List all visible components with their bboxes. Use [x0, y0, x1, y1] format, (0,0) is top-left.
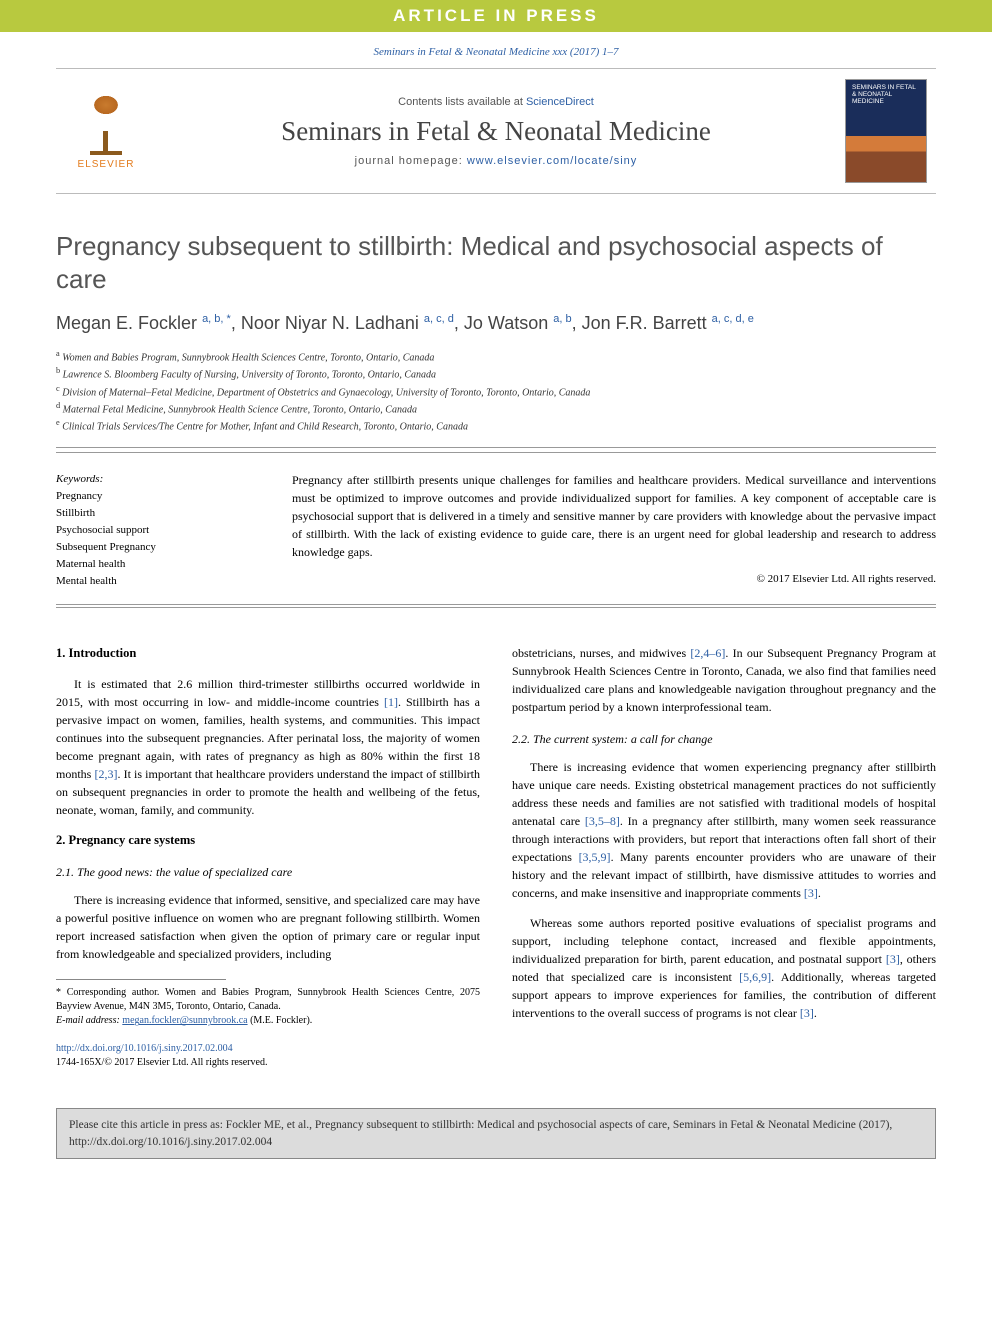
abstract-row: Keywords: PregnancyStillbirthPsychosocia… — [56, 453, 936, 605]
homepage-line: journal homepage: www.elsevier.com/locat… — [156, 155, 836, 167]
corr-email-link[interactable]: megan.fockler@sunnybrook.ca — [122, 1015, 247, 1026]
keyword-item: Psychosocial support — [56, 522, 256, 539]
doi-link[interactable]: http://dx.doi.org/10.1016/j.siny.2017.02… — [56, 1043, 233, 1054]
cite-box: Please cite this article in press as: Fo… — [56, 1108, 936, 1158]
publisher-label: ELSEVIER — [78, 159, 135, 170]
keywords-column: Keywords: PregnancyStillbirthPsychosocia… — [56, 471, 256, 590]
journal-cover-icon: SEMINARS IN FETAL & NEONATAL MEDICINE — [845, 79, 927, 183]
section-2-1-p1-cont: obstetricians, nurses, and midwives [2,4… — [512, 644, 936, 716]
keyword-item: Maternal health — [56, 556, 256, 573]
ref-link[interactable]: [1] — [384, 695, 398, 709]
ref-link[interactable]: [3] — [800, 1006, 814, 1020]
affiliation-line: e Clinical Trials Services/The Centre fo… — [56, 417, 936, 434]
sciencedirect-link[interactable]: ScienceDirect — [526, 96, 594, 108]
affiliations: a Women and Babies Program, Sunnybrook H… — [56, 348, 936, 448]
cover-thumb-wrap: SEMINARS IN FETAL & NEONATAL MEDICINE — [836, 79, 936, 183]
rule — [56, 607, 936, 608]
keyword-item: Stillbirth — [56, 505, 256, 522]
cover-text: SEMINARS IN FETAL & NEONATAL MEDICINE — [852, 84, 920, 105]
publisher-block: ELSEVIER — [56, 79, 156, 183]
section-1-heading: 1. Introduction — [56, 644, 480, 663]
abstract-copyright: © 2017 Elsevier Ltd. All rights reserved… — [292, 571, 936, 588]
affiliation-line: c Division of Maternal–Fetal Medicine, D… — [56, 383, 936, 400]
section-2-1-p1: There is increasing evidence that inform… — [56, 891, 480, 963]
journal-title: Seminars in Fetal & Neonatal Medicine — [156, 116, 836, 147]
email-label: E-mail address: — [56, 1015, 122, 1026]
section-1-p1: It is estimated that 2.6 million third-t… — [56, 675, 480, 819]
elsevier-tree-icon — [76, 93, 136, 155]
contents-prefix: Contents lists available at — [398, 96, 526, 108]
footnote-rule — [56, 979, 226, 980]
abstract-column: Pregnancy after stillbirth presents uniq… — [292, 471, 936, 590]
body-columns: 1. Introduction It is estimated that 2.6… — [56, 644, 936, 1071]
keywords-label: Keywords: — [56, 471, 256, 488]
ref-link[interactable]: [3] — [804, 886, 818, 900]
journal-reference-line: Seminars in Fetal & Neonatal Medicine xx… — [0, 32, 992, 68]
ref-link[interactable]: [2,4–6] — [690, 646, 725, 660]
section-2-1-heading: 2.1. The good news: the value of special… — [56, 863, 480, 881]
author-list: Megan E. Fockler a, b, *, Noor Niyar N. … — [56, 313, 936, 334]
doi-block: http://dx.doi.org/10.1016/j.siny.2017.02… — [56, 1042, 480, 1070]
corr-email-after: (M.E. Fockler). — [248, 1015, 313, 1026]
masthead-center: Contents lists available at ScienceDirec… — [156, 79, 836, 183]
section-2-heading: 2. Pregnancy care systems — [56, 831, 480, 850]
article-title: Pregnancy subsequent to stillbirth: Medi… — [56, 230, 936, 295]
ref-link[interactable]: [2,3] — [94, 767, 117, 781]
section-2-2-p1: There is increasing evidence that women … — [512, 758, 936, 902]
issn-copyright: 1744-165X/© 2017 Elsevier Ltd. All right… — [56, 1057, 267, 1068]
affiliation-line: a Women and Babies Program, Sunnybrook H… — [56, 348, 936, 365]
article-in-press-banner: ARTICLE IN PRESS — [0, 0, 992, 32]
ref-link[interactable]: [3,5–8] — [585, 814, 620, 828]
ref-link[interactable]: [5,6,9] — [739, 970, 771, 984]
affiliation-line: b Lawrence S. Bloomberg Faculty of Nursi… — [56, 365, 936, 382]
ref-link[interactable]: [3] — [886, 952, 900, 966]
keyword-item: Mental health — [56, 573, 256, 590]
keyword-item: Subsequent Pregnancy — [56, 539, 256, 556]
keyword-item: Pregnancy — [56, 488, 256, 505]
homepage-link[interactable]: www.elsevier.com/locate/siny — [467, 155, 637, 167]
ref-link[interactable]: [3,5,9] — [579, 850, 611, 864]
section-2-2-p2: Whereas some authors reported positive e… — [512, 914, 936, 1022]
contents-line: Contents lists available at ScienceDirec… — [156, 96, 836, 108]
affiliation-line: d Maternal Fetal Medicine, Sunnybrook He… — [56, 400, 936, 417]
homepage-prefix: journal homepage: — [355, 155, 467, 167]
corr-text: Corresponding author. Women and Babies P… — [56, 987, 480, 1012]
masthead: ELSEVIER Contents lists available at Sci… — [56, 68, 936, 194]
abstract-text: Pregnancy after stillbirth presents uniq… — [292, 471, 936, 561]
corresponding-author: * Corresponding author. Women and Babies… — [56, 986, 480, 1028]
section-2-2-heading: 2.2. The current system: a call for chan… — [512, 730, 936, 748]
